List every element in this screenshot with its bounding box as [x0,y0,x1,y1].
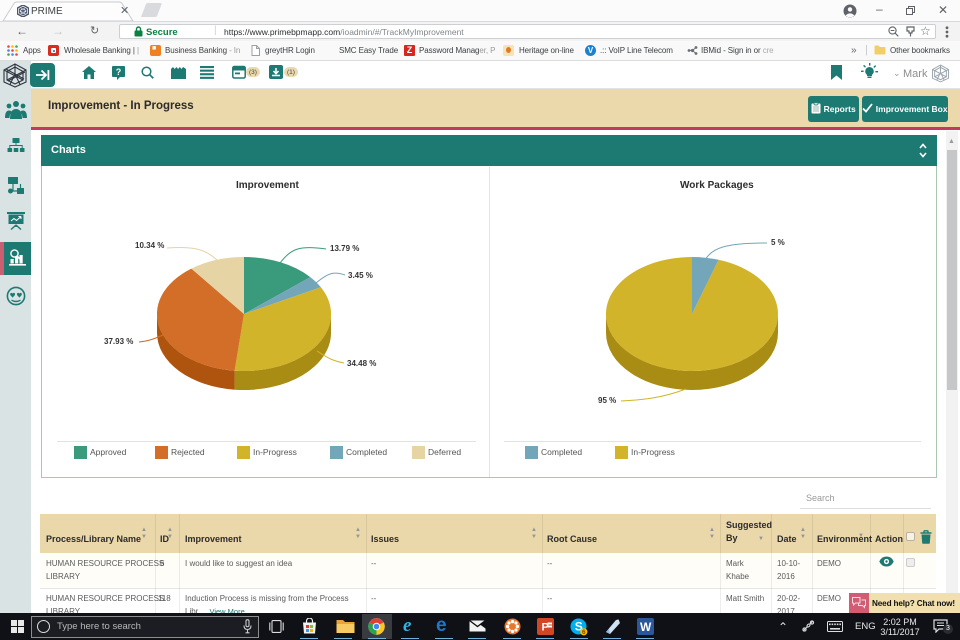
svg-text:6: 6 [582,629,586,636]
svg-text:W: W [640,620,652,634]
svg-text:?: ? [116,67,122,77]
svg-text:S: S [575,620,583,634]
svg-text:P: P [542,622,549,634]
